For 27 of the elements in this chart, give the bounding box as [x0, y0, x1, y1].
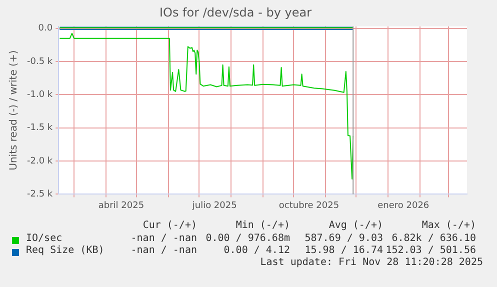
x-tick-label: julio 2025	[191, 200, 237, 211]
text: 15.98 / 16.74	[304, 245, 383, 256]
text: Avg (-/+)	[328, 220, 383, 231]
text: 6.82k / 636.10	[392, 233, 476, 244]
text: Cur (-/+)	[142, 220, 197, 231]
text: Max (-/+)	[422, 220, 476, 231]
text: Last update: Fri Nov 28 11:20:28 2025	[260, 257, 483, 268]
text: 152.03 / 501.56	[386, 245, 476, 256]
y-tick-label: -2.5 k	[26, 190, 54, 200]
text: 0.00 / 4.12	[224, 245, 290, 256]
y-tick-label: -0.5 k	[26, 56, 54, 67]
x-tick-label: enero 2026	[378, 200, 430, 211]
legend-label: Req Size (KB)	[26, 245, 104, 256]
text: -nan / -nan	[130, 233, 197, 244]
x-tick-label: octubre 2025	[278, 200, 340, 211]
text: 0.00 / 976.68m	[206, 233, 290, 244]
y-axis-title: Units read (-) / write (+)	[8, 50, 20, 170]
text: 587.69 / 9.03	[304, 233, 383, 244]
chart-title: IOs for /dev/sda - by year	[159, 5, 312, 20]
y-tick-label: 0.0	[38, 24, 53, 34]
y-tick-label: -1.5 k	[26, 123, 54, 134]
text: Min (-/+)	[236, 220, 290, 231]
x-tick-label: abril 2025	[98, 200, 144, 211]
y-tick-label: -2.0 k	[26, 156, 54, 166]
legend-label: IO/sec	[26, 233, 62, 244]
y-tick-label: -1.0 k	[26, 90, 54, 100]
text: -nan / -nan	[130, 245, 197, 256]
